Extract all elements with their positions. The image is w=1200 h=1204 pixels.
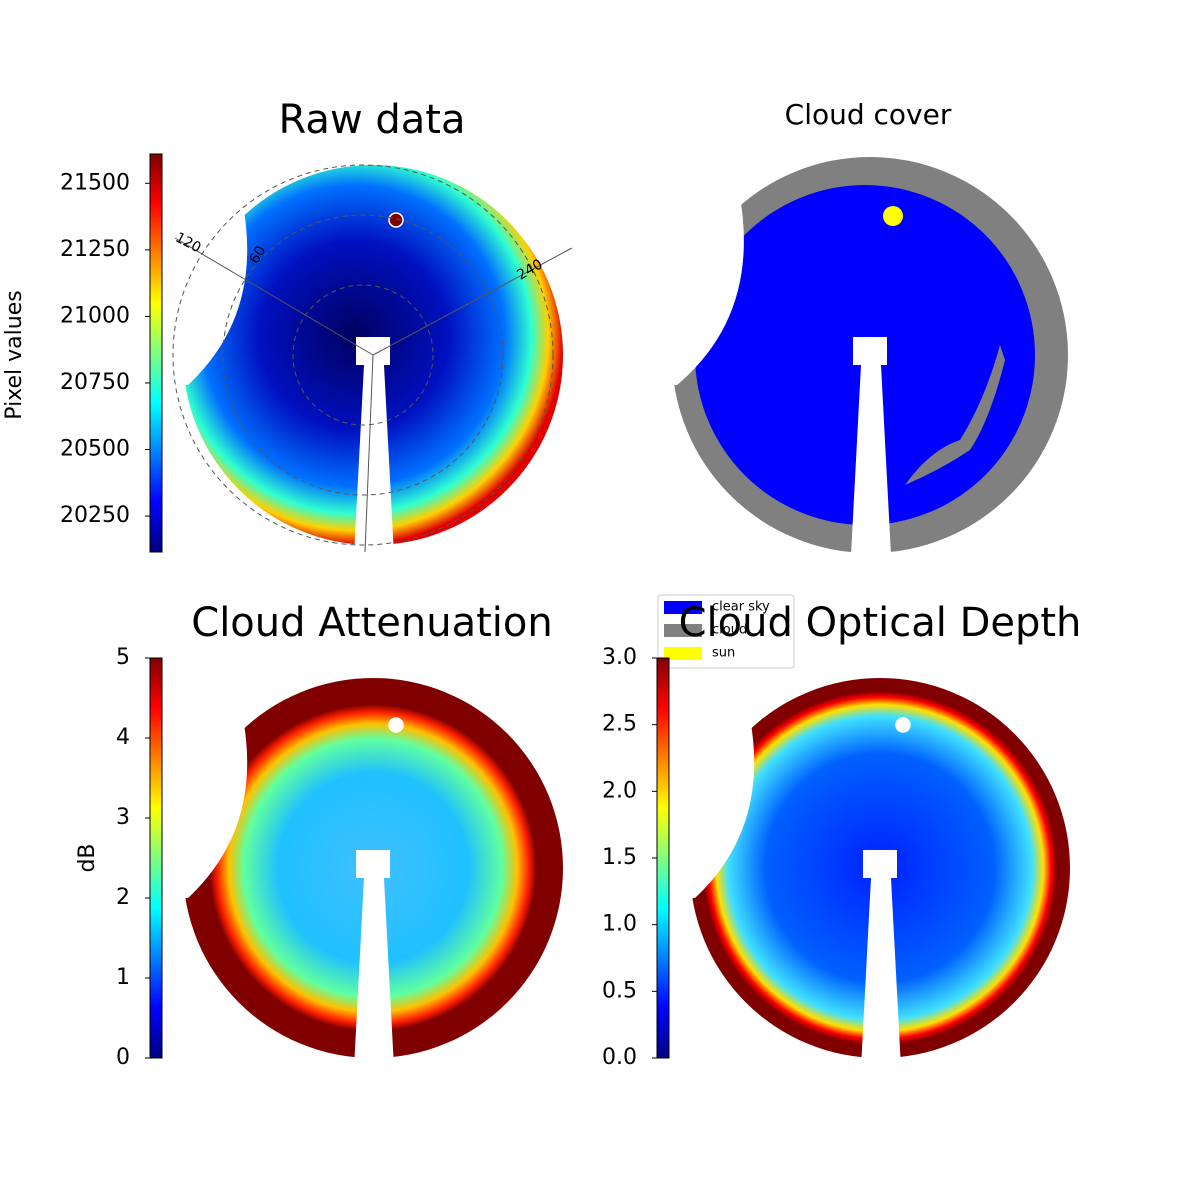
colorbar-tick-label: 20750 — [60, 370, 130, 395]
colorbar-tick-label: 5 — [116, 645, 130, 670]
polar-spoke — [174, 237, 374, 356]
camera-arm — [354, 337, 394, 555]
legend-swatch — [664, 601, 702, 614]
camera-arm — [861, 850, 901, 1068]
camera-arm — [851, 337, 891, 555]
horizon-mask — [163, 678, 248, 898]
cloud-patch — [905, 345, 1005, 485]
colorbar-tick-label: 21500 — [60, 170, 130, 195]
legend-label: clear sky — [712, 600, 770, 615]
colorbar-tick-label: 20250 — [60, 503, 130, 528]
colorbar-tick-label: 0.0 — [602, 1045, 637, 1070]
legend-label: sun — [712, 646, 735, 661]
legend-swatch — [664, 647, 702, 660]
sun-mask — [895, 717, 911, 733]
colorbar-tick-label: 3 — [116, 805, 130, 830]
sun-mask — [388, 717, 404, 733]
horizon-mask — [652, 157, 744, 385]
horizon-mask — [670, 678, 755, 898]
colorbar-tick-label: 1.5 — [602, 845, 637, 870]
horizon-mask — [163, 165, 248, 385]
panels: Raw data 20250 20500 20750 21000 21250 21500 Pi… — [2, 97, 1081, 1070]
legend-swatch — [664, 624, 702, 637]
sun-mask — [388, 212, 404, 228]
colorbar-tick-label: 0.5 — [602, 978, 637, 1003]
colorbar — [149, 657, 163, 1059]
colorbar-tick-label: 2.5 — [602, 712, 637, 737]
colorbar-tick-label: 21000 — [60, 303, 130, 328]
colorbar-tick-label: 0 — [116, 1045, 130, 1070]
polar-spoke — [364, 354, 374, 553]
colorbar-label: Pixel values — [2, 290, 27, 419]
colorbar — [656, 657, 670, 1059]
colorbar-tick-label: 3.0 — [602, 645, 637, 670]
panel-title: Cloud Optical Depth — [679, 600, 1082, 646]
colorbar-tick-label: 1.0 — [602, 912, 637, 937]
legend-label: cloud — [712, 623, 747, 638]
colorbar-tick-label: 21250 — [60, 237, 130, 262]
colorbar-tick-label: 2.0 — [602, 778, 637, 803]
panel-title: Raw data — [279, 97, 466, 143]
polar-label: 60 — [247, 243, 270, 266]
camera-arm — [354, 850, 394, 1068]
colorbar — [149, 153, 163, 553]
panel-title: Cloud Attenuation — [191, 600, 552, 646]
sun — [883, 206, 903, 226]
polar-spoke — [372, 247, 573, 356]
colorbar-label: dB — [75, 843, 100, 872]
colorbar-tick-label: 1 — [116, 965, 130, 990]
colorbar-tick-label: 20500 — [60, 437, 130, 462]
polar-grid — [172, 164, 554, 546]
panel-title: Cloud cover — [785, 98, 952, 131]
colorbar-tick-label: 2 — [116, 885, 130, 910]
polar-grid — [292, 284, 434, 426]
colorbar-tick-label: 4 — [116, 725, 130, 750]
polar-grid — [222, 214, 504, 496]
